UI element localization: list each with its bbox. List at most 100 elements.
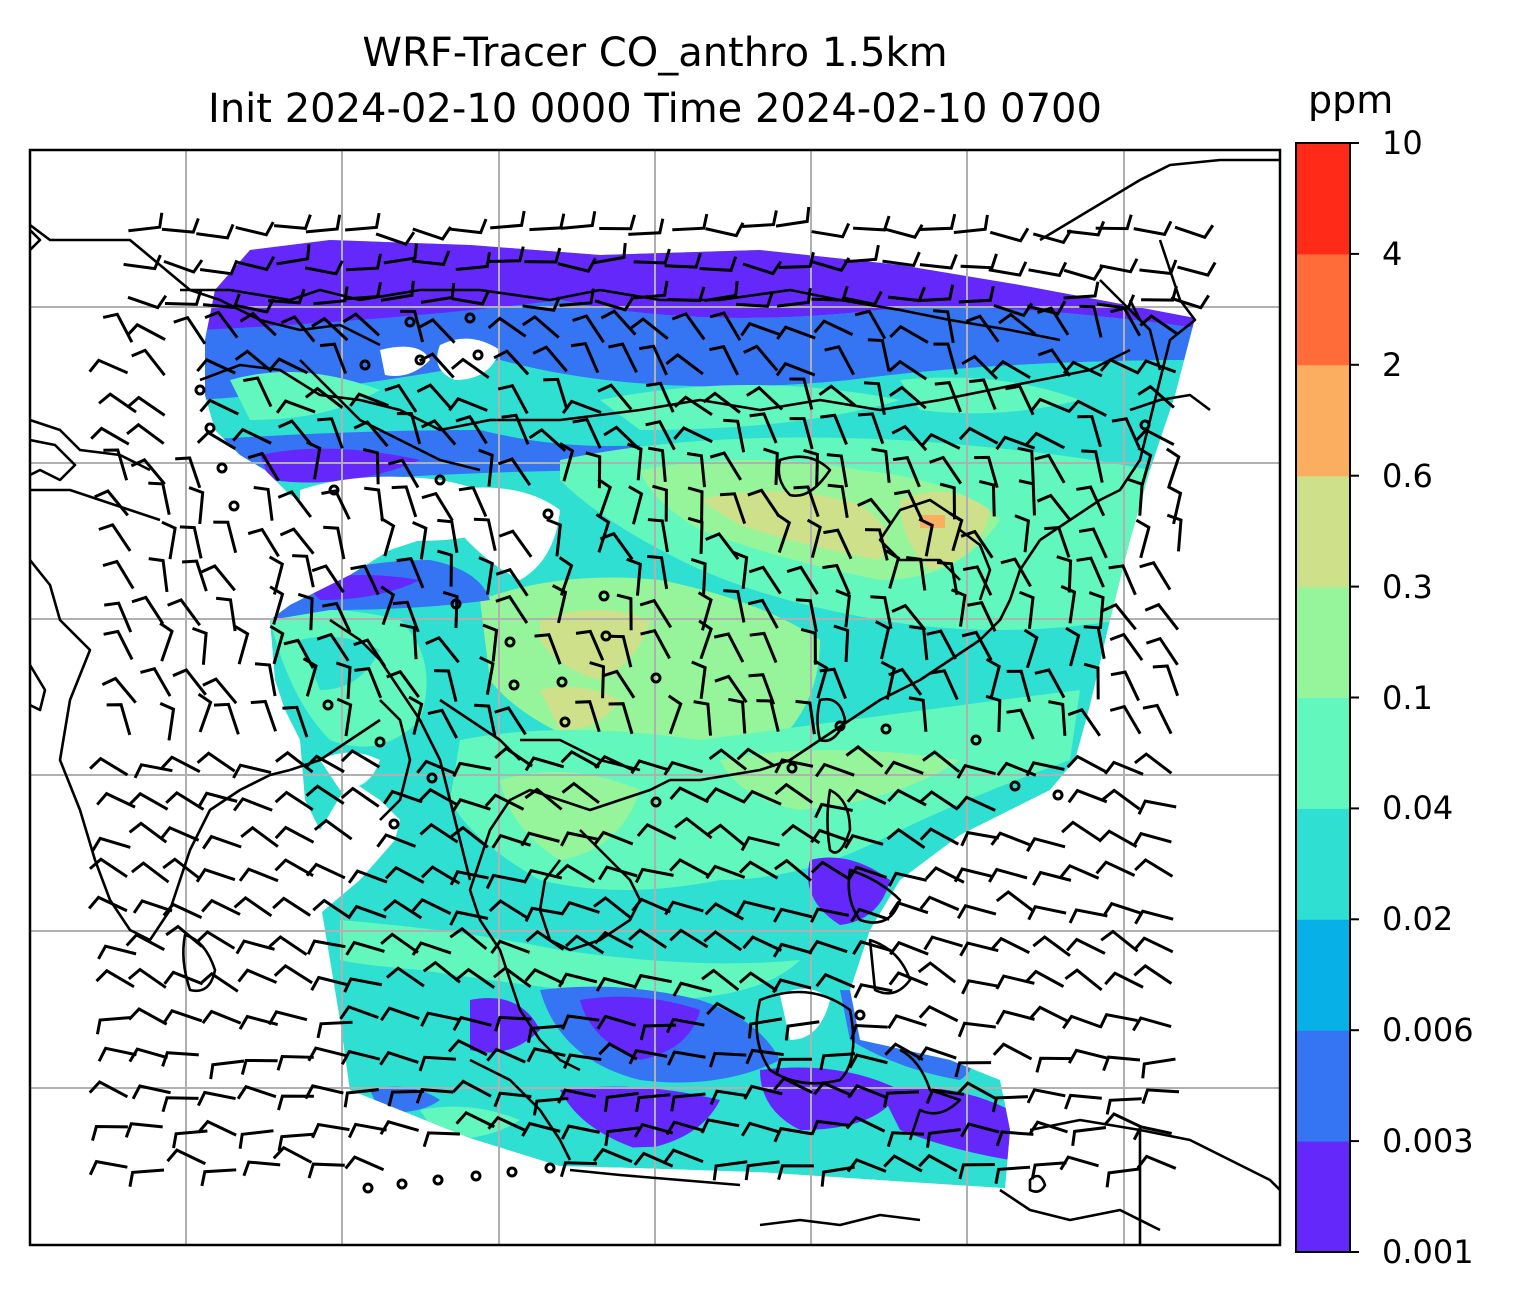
- colorbar-tick-label: 0.04: [1382, 789, 1454, 828]
- wind-barb: [94, 489, 129, 517]
- wind-barb: [1018, 590, 1035, 630]
- wind-barb: [416, 759, 456, 775]
- wind-barb: [741, 789, 782, 806]
- wind-barb: [130, 861, 170, 884]
- wind-barb: [559, 1161, 598, 1178]
- wind-barb: [709, 311, 742, 341]
- wind-barb: [889, 385, 927, 410]
- calm-wind-circle: [970, 734, 982, 746]
- wind-barb: [850, 907, 890, 923]
- wind-barb: [87, 895, 128, 913]
- wind-barb: [777, 1164, 814, 1181]
- calm-wind-circle: [362, 1182, 374, 1194]
- wind-barb: [672, 213, 709, 232]
- wind-barb: [850, 1023, 888, 1040]
- wind-barb: [306, 939, 346, 955]
- wind-barb: [595, 976, 636, 992]
- wind-barb: [195, 930, 236, 950]
- wind-barb: [630, 759, 670, 775]
- calm-wind-circle: [216, 462, 228, 474]
- wind-barb: [846, 788, 887, 805]
- wind-barb: [1067, 788, 1108, 804]
- colorbar-segment: [1296, 143, 1350, 255]
- wind-barb: [1096, 294, 1136, 310]
- wind-barb: [347, 869, 388, 884]
- wind-barb: [316, 1020, 353, 1039]
- calm-wind-circle: [834, 720, 846, 732]
- wind-barb: [482, 623, 499, 662]
- wind-barb: [343, 977, 383, 993]
- wind-barb: [822, 563, 851, 595]
- calm-wind-circle: [204, 422, 216, 434]
- wind-barb: [871, 447, 891, 483]
- wind-barb: [923, 935, 963, 951]
- wind-barb: [557, 257, 597, 273]
- wind-barb: [304, 1084, 344, 1100]
- wind-barb: [844, 244, 880, 264]
- wind-barb: [408, 695, 424, 736]
- wind-barb: [305, 440, 322, 480]
- wind-barb: [276, 1054, 314, 1071]
- calm-wind-circle: [786, 762, 798, 774]
- wind-barb: [456, 967, 496, 989]
- wind-barb: [1109, 704, 1142, 735]
- wind-barb: [826, 453, 849, 488]
- wind-barb: [560, 1124, 600, 1140]
- wind-barb: [667, 1050, 706, 1066]
- wind-barb: [774, 782, 814, 804]
- wind-barb: [1028, 1120, 1068, 1136]
- wind-barb: [1165, 447, 1181, 488]
- wind-barb: [704, 280, 739, 303]
- wind-barb: [1144, 602, 1180, 631]
- wind-barb: [305, 754, 345, 774]
- wind-barb: [268, 357, 309, 375]
- wind-barb: [882, 251, 921, 268]
- wind-barb: [1103, 1112, 1143, 1129]
- wind-barb: [380, 517, 396, 557]
- wind-barb: [1098, 1013, 1138, 1029]
- wind-barb: [700, 1118, 740, 1134]
- wind-barb: [478, 448, 494, 487]
- wind-barb: [891, 424, 928, 452]
- wind-barb: [235, 939, 275, 955]
- wind-barb: [282, 705, 309, 738]
- wind-barb: [723, 418, 746, 453]
- wind-barb: [1064, 968, 1103, 992]
- wind-barb: [867, 338, 891, 372]
- calm-wind-circle: [650, 672, 662, 684]
- wind-barb: [559, 442, 575, 482]
- wind-barb: [250, 699, 278, 732]
- wind-barb: [749, 631, 778, 664]
- calm-wind-circle: [426, 772, 438, 784]
- wind-barb: [953, 867, 994, 883]
- wind-barb: [449, 926, 488, 951]
- wind-barb: [740, 835, 780, 852]
- wind-barb: [743, 1084, 783, 1100]
- wind-barb: [126, 322, 166, 341]
- wind-barb: [524, 787, 563, 811]
- wind-barb: [919, 790, 959, 811]
- wind-barb: [269, 585, 285, 625]
- wind-barb: [747, 598, 779, 629]
- wind-barb: [1133, 936, 1174, 954]
- wind-barb: [522, 296, 561, 312]
- wind-barb: [543, 377, 569, 410]
- wind-barb: [124, 1122, 163, 1138]
- wind-barb: [1077, 414, 1102, 448]
- wind-barb: [776, 325, 816, 340]
- wind-barb: [585, 451, 602, 489]
- wind-barb: [835, 589, 852, 628]
- wind-barb: [774, 758, 814, 774]
- wind-barb: [202, 293, 241, 310]
- wind-barb: [273, 964, 313, 985]
- wind-barb: [1026, 1088, 1066, 1104]
- wind-barb: [714, 674, 748, 704]
- wind-barb: [672, 981, 712, 997]
- wind-barb: [490, 210, 526, 230]
- calm-wind-circle: [1052, 789, 1064, 801]
- wind-barb: [749, 412, 778, 444]
- calm-wind-circle: [396, 1178, 408, 1190]
- wind-barb: [497, 383, 529, 415]
- wind-barb: [232, 763, 272, 779]
- wind-barb: [690, 558, 707, 596]
